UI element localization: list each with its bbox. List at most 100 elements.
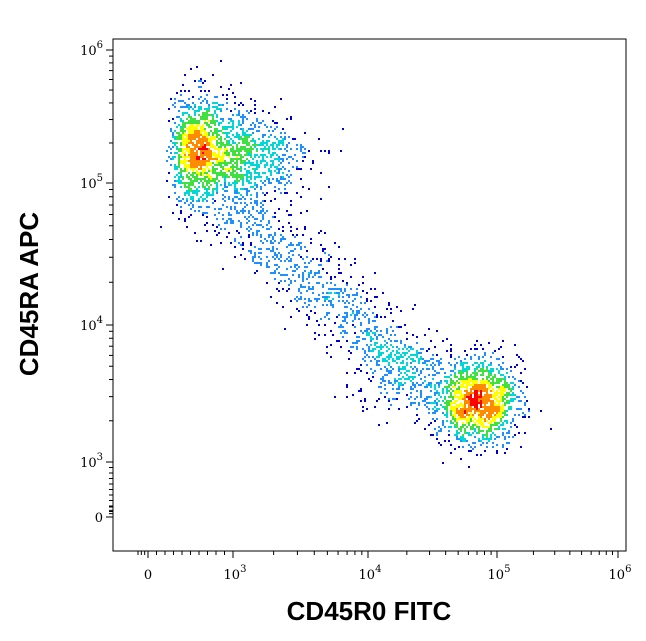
event-point [440,404,442,406]
event-point [192,122,194,124]
event-point [372,356,374,358]
event-point [266,282,268,284]
event-point [230,126,232,128]
event-point [502,398,504,400]
event-point [366,334,368,336]
event-point [520,390,522,392]
event-point [244,148,246,150]
event-point [364,350,366,352]
event-point [452,416,454,418]
event-point [234,170,236,172]
event-point [228,232,230,234]
event-point [274,148,276,150]
event-point [338,326,340,328]
event-point [320,198,322,200]
event-point [448,390,450,392]
event-point [232,92,234,94]
event-point [248,180,250,182]
event-point [250,244,252,246]
event-point [272,248,274,250]
event-point [212,154,214,156]
event-point [338,292,340,294]
event-point [232,220,234,222]
event-point [296,160,298,162]
event-point [182,162,184,164]
event-point [420,390,422,392]
event-point [464,410,466,412]
event-point [334,292,336,294]
event-point [404,378,406,380]
event-point [466,422,468,424]
event-point [198,186,200,188]
event-point [432,418,434,420]
event-point [488,418,490,420]
event-point [244,150,246,152]
event-point [426,384,428,386]
event-point [242,122,244,124]
event-point [468,424,470,426]
event-point [230,144,232,146]
event-point [454,358,456,360]
event-point [456,424,458,426]
event-point [318,272,320,274]
event-point [250,110,252,112]
event-point [360,370,362,372]
event-point [452,408,454,410]
event-point [284,280,286,282]
event-point [502,396,504,398]
event-point [268,260,270,262]
event-point [244,210,246,212]
event-point [492,420,494,422]
event-point [186,118,188,120]
event-point [226,168,228,170]
event-point [344,306,346,308]
event-point [354,262,356,264]
event-point [184,220,186,222]
event-point [198,138,200,140]
event-point [256,150,258,152]
event-point [488,388,490,390]
event-point [266,162,268,164]
event-point [230,120,232,122]
event-point [480,402,482,404]
event-point [214,122,216,124]
event-point [198,114,200,116]
event-point [448,376,450,378]
event-point [178,134,180,136]
event-point [192,158,194,160]
event-point [372,350,374,352]
event-point [264,124,266,126]
event-point [516,364,518,366]
event-point [342,316,344,318]
event-point [278,142,280,144]
event-point [306,278,308,280]
event-point [318,324,320,326]
event-point [400,340,402,342]
event-point [222,128,224,130]
event-point [478,366,480,368]
event-point [516,408,518,410]
event-point [330,278,332,280]
event-point [278,258,280,260]
event-point [296,268,298,270]
event-point [494,404,496,406]
event-point [510,394,512,396]
event-point [524,368,526,370]
event-point [238,148,240,150]
event-point [254,272,256,274]
event-point [488,374,490,376]
event-point [246,194,248,196]
event-point [194,110,196,112]
event-point [208,150,210,152]
event-point [264,134,266,136]
event-point [524,396,526,398]
event-point [416,414,418,416]
event-point [224,172,226,174]
event-point [480,368,482,370]
event-point [250,152,252,154]
event-point [504,386,506,388]
event-point [276,126,278,128]
event-point [260,236,262,238]
event-point [202,128,204,130]
event-point [460,440,462,442]
